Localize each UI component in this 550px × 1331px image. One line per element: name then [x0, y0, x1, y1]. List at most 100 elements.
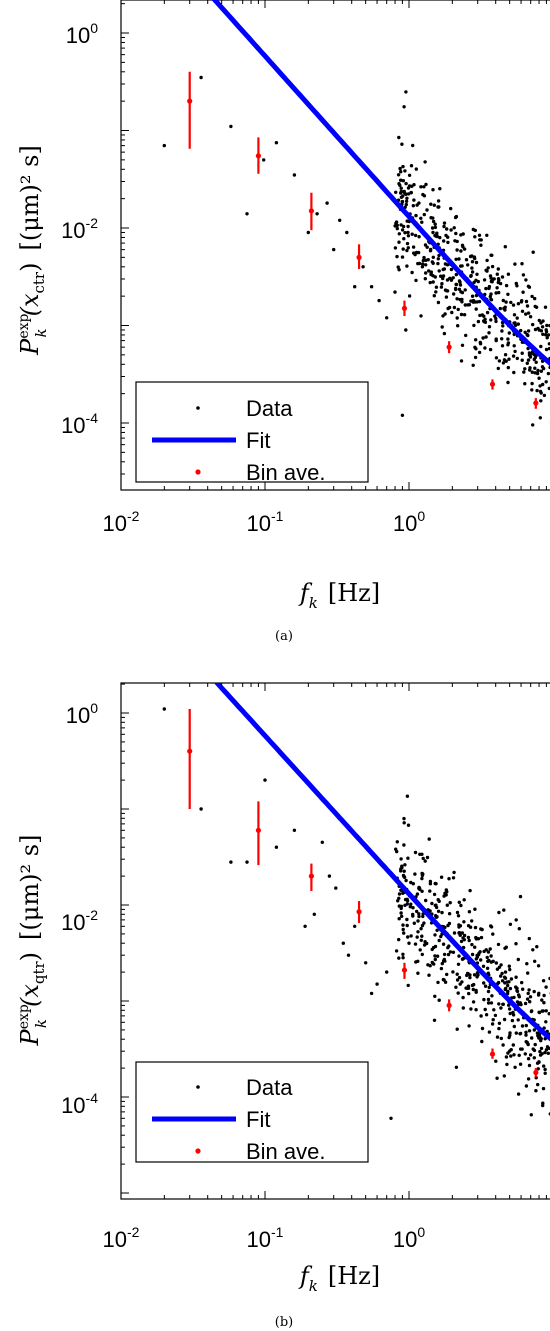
data-point — [520, 262, 524, 266]
legend: Data Fit Bin ave. — [135, 1061, 369, 1164]
data-point — [491, 932, 495, 936]
data-point — [413, 252, 417, 257]
data-point — [364, 961, 368, 965]
data-point — [439, 285, 444, 289]
data-point — [406, 935, 410, 939]
data-point — [474, 307, 478, 311]
data-point — [425, 208, 429, 212]
data-point — [532, 1056, 536, 1060]
bin-average-point — [187, 98, 193, 104]
data-point — [504, 1055, 509, 1059]
data-point — [524, 1033, 528, 1037]
data-point — [436, 261, 440, 266]
legend-label-data: Data — [246, 1075, 293, 1100]
data-point — [506, 983, 510, 988]
data-point — [306, 230, 310, 235]
data-point — [410, 184, 414, 188]
data-point — [486, 997, 491, 1002]
data-point — [444, 289, 449, 293]
data-point — [542, 993, 546, 998]
data-point — [457, 287, 462, 291]
bin-average-point — [446, 1002, 452, 1008]
data-point — [544, 333, 548, 337]
data-point — [539, 344, 543, 349]
data-point — [539, 369, 543, 373]
data-point — [527, 988, 531, 992]
data-point — [506, 380, 510, 385]
data-point — [425, 941, 429, 946]
data-point — [395, 223, 399, 227]
data-point — [442, 221, 447, 225]
data-point — [420, 923, 425, 928]
data-point — [533, 304, 537, 309]
data-point — [523, 367, 527, 371]
data-point — [415, 203, 419, 207]
data-point — [451, 970, 455, 974]
data-point — [464, 333, 468, 338]
data-point — [417, 914, 421, 919]
data-point — [455, 248, 459, 252]
data-point — [345, 230, 349, 235]
data-point — [480, 1039, 484, 1044]
data-point — [428, 889, 432, 893]
data-point — [397, 135, 401, 140]
data-point — [487, 325, 492, 329]
data-point — [399, 178, 403, 182]
data-point — [468, 975, 472, 980]
data-point — [471, 1000, 476, 1004]
data-point — [402, 843, 406, 847]
data-point — [402, 237, 406, 241]
data-point — [419, 938, 423, 942]
data-point — [524, 1030, 528, 1035]
data-point — [403, 169, 407, 173]
data-point — [406, 823, 411, 827]
data-point — [429, 216, 433, 220]
data-point — [469, 299, 473, 303]
bin-average-point — [255, 153, 262, 159]
data-point — [448, 950, 453, 954]
data-point — [406, 224, 410, 229]
data-point — [523, 330, 527, 334]
data-point — [527, 1063, 532, 1068]
data-point — [469, 274, 473, 278]
data-point — [508, 922, 513, 926]
data-point — [508, 967, 512, 972]
data-point — [525, 361, 529, 365]
y-tick-label: 100 — [66, 20, 98, 48]
data-point — [509, 300, 513, 305]
plot-marks — [162, 0, 550, 427]
data-point — [263, 778, 267, 782]
data-point — [528, 1053, 533, 1057]
legend: Data Fit Bin ave. — [135, 381, 369, 485]
data-point — [460, 297, 464, 302]
plot-marks — [162, 683, 550, 1121]
data-point — [486, 950, 491, 954]
data-point — [437, 998, 441, 1002]
data-point — [459, 312, 464, 317]
data-point — [433, 994, 437, 998]
data-point — [397, 937, 401, 942]
data-point — [409, 934, 413, 938]
data-point — [525, 997, 530, 1001]
data-point — [517, 1053, 521, 1058]
data-point — [499, 1006, 503, 1010]
data-point — [484, 335, 488, 339]
data-point — [530, 381, 534, 386]
data-point — [497, 1026, 501, 1031]
data-point — [541, 332, 545, 336]
data-point — [541, 979, 546, 983]
data-point — [454, 287, 458, 292]
data-point — [406, 246, 410, 250]
data-point — [530, 370, 534, 374]
data-point — [473, 345, 477, 349]
data-point — [489, 298, 494, 302]
legend-label-bin: Bin ave. — [246, 1139, 326, 1164]
legend-bin-marker — [195, 469, 201, 475]
data-point — [487, 985, 491, 990]
panel-b: 100 10-2 10-4 10-2 10-1 100 fk [Hz] Pexpk… — [16, 682, 550, 1330]
data-point — [444, 295, 449, 299]
data-point — [507, 331, 511, 335]
data-point — [420, 876, 424, 881]
data-point — [494, 356, 499, 360]
data-point — [451, 276, 455, 280]
